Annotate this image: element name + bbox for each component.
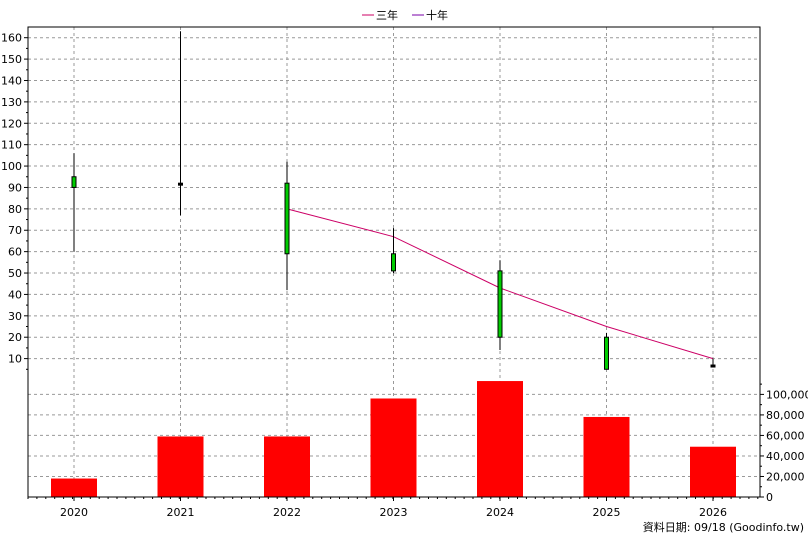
x-tick-label: 2024 [486,506,514,519]
price-tick-label: 100 [1,160,22,173]
price-tick-label: 110 [1,139,22,152]
x-tick-label: 2023 [380,506,408,519]
volume-panel: 0 20,000 40,000 60,000 80,000 100,000 [28,379,808,504]
candle-body [497,270,503,338]
candle-body [710,364,716,368]
candle-body [284,182,290,255]
volume-bar [583,416,630,497]
price-tick-label: 90 [8,181,22,194]
x-tick-label: 2025 [593,506,621,519]
volume-tick-label: 60,000 [766,429,805,442]
x-tick-label: 2020 [60,506,88,519]
legend-label: 三年 [376,8,398,22]
candle-body [71,176,77,188]
source-label: (Goodinfo.tw) [729,521,804,534]
volume-tick-label: 20,000 [766,470,805,483]
footer: 資料日期: 09/18 (Goodinfo.tw) [643,519,804,535]
volume-tick-label: 80,000 [766,409,805,422]
x-tick-label: 2021 [167,506,195,519]
price-tick-label: 150 [1,53,22,66]
volume-bar [51,478,97,497]
data-date-label: 資料日期: 09/18 [642,521,726,534]
x-tick-label: 2022 [273,506,301,519]
price-tick-label: 160 [1,32,22,45]
volume-tick-label: 100,000 [766,388,808,401]
price-tick-label: 60 [8,246,22,259]
price-tick-label: 50 [8,267,22,280]
volume-bar [264,436,310,497]
candle-body [604,336,609,370]
price-tick-label: 120 [1,117,22,130]
candle-body [178,182,183,186]
price-tick-label: 30 [8,310,22,323]
volume-tick-label: 40,000 [766,450,805,463]
price-tick-label: 70 [8,224,22,237]
candle-body [391,253,396,272]
price-tick-label: 140 [1,74,22,87]
price-tick-label: 20 [8,331,22,344]
volume-bar [370,398,417,497]
price-tick-label: 40 [8,288,22,301]
x-axis: 2020 2021 2022 2023 2024 2025 2026 [27,26,761,519]
legend: 三年 十年 [362,8,448,22]
volume-bar [690,446,736,497]
legend-label: 十年 [426,8,448,22]
price-tick-label: 130 [1,96,22,109]
price-tick-label: 80 [8,203,22,216]
volume-bar [477,381,523,497]
x-tick-label: 2026 [699,506,727,519]
volume-bar [157,436,204,497]
price-tick-label: 10 [8,353,22,366]
volume-tick-label: 0 [766,491,773,504]
